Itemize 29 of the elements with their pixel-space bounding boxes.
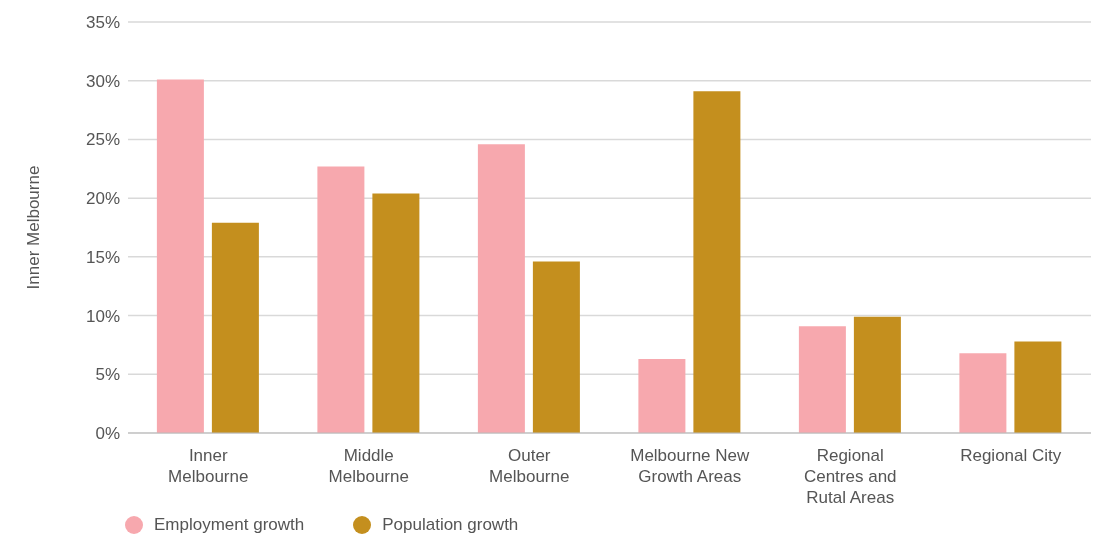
y-tick-label: 5% — [95, 365, 120, 385]
bar — [211, 222, 259, 433]
bar — [693, 91, 741, 433]
x-tick-label: Outer Melbourne — [489, 446, 570, 486]
x-tick-label: Melbourne New Growth Areas — [630, 446, 750, 486]
y-tick-label: 10% — [85, 306, 120, 326]
legend-label: Employment growth — [154, 515, 305, 535]
legend-label: Population growth — [382, 515, 519, 535]
y-tick-label: 20% — [85, 189, 120, 209]
x-tick-label: Inner Melbourne — [168, 446, 249, 486]
y-tick-label: 30% — [85, 71, 120, 91]
bar — [372, 193, 420, 433]
bar — [1014, 341, 1062, 433]
x-tick-label: Middle Melbourne — [328, 446, 409, 486]
bar — [853, 316, 901, 433]
y-axis-title: Inner Melbourne — [24, 165, 44, 290]
bar — [798, 326, 846, 433]
y-tick-label: 0% — [95, 424, 120, 444]
bar — [638, 359, 686, 433]
y-tick-label: 15% — [85, 247, 120, 267]
bar — [477, 144, 525, 433]
y-tick-label: 35% — [85, 13, 120, 33]
x-tick-label: Regional City — [960, 446, 1062, 465]
bar — [532, 261, 580, 433]
bar — [317, 166, 365, 433]
bar — [959, 353, 1007, 433]
bar — [156, 79, 204, 433]
x-tick-label: Regional Centres and Rutal Areas — [803, 446, 897, 507]
y-tick-label: 25% — [85, 130, 120, 150]
